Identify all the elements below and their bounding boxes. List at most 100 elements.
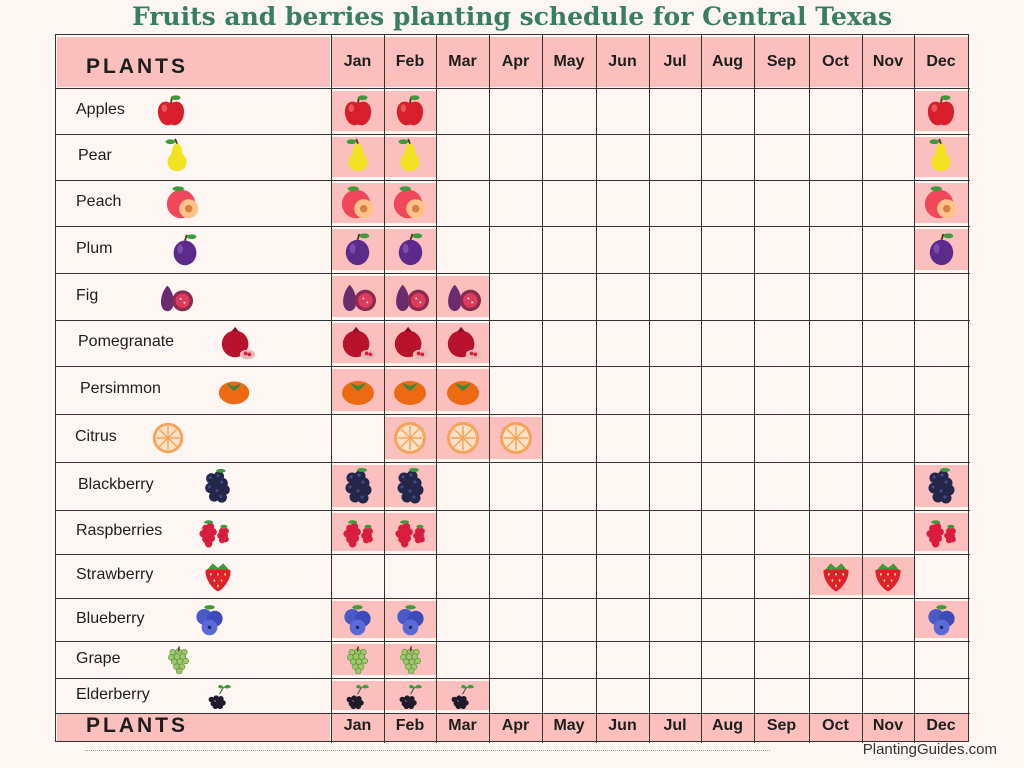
strawberry-icon (200, 558, 236, 599)
month-header-feb: Feb (395, 53, 425, 70)
plant-name-raspberries: Raspberries (76, 522, 163, 539)
row-divider (56, 273, 970, 274)
column-divider (809, 35, 810, 743)
persimmon-icon (443, 370, 483, 415)
apple-icon (152, 92, 190, 135)
row-divider (56, 598, 970, 599)
month-header-nov: Nov (872, 53, 904, 70)
row-divider (56, 320, 970, 321)
month-header-jun: Jun (608, 53, 637, 70)
column-divider (542, 35, 543, 743)
peach-icon (922, 184, 960, 227)
apple-icon (391, 92, 429, 135)
month-footer-jun: Jun (608, 717, 637, 734)
blackberry-icon (921, 466, 961, 511)
plant-row (56, 641, 970, 678)
citrus-icon (149, 419, 187, 462)
elderberry-icon (206, 682, 233, 714)
row-divider (56, 134, 970, 135)
pear-icon (391, 138, 429, 181)
planting-schedule-table: PLANTS PLANTS Jan Jan Feb Feb Mar Mar Apr Apr Ma… (55, 34, 970, 743)
month-footer-apr: Apr (501, 717, 530, 734)
blueberry-icon (393, 602, 428, 642)
month-header-aug: Aug (711, 53, 744, 70)
plant-row (56, 510, 970, 554)
header-plants-label: PLANTS (86, 55, 188, 78)
persimmon-icon (338, 370, 378, 415)
month-footer-jul: Jul (663, 717, 687, 734)
month-header-jan: Jan (343, 53, 372, 70)
raspberry-icon (923, 514, 959, 555)
month-footer-dec: Dec (926, 717, 956, 734)
plum-icon (391, 230, 430, 274)
plant-name-elderberry: Elderberry (76, 685, 150, 703)
strawberry-icon (870, 558, 906, 599)
plum-icon (166, 231, 204, 274)
blackberry-icon (338, 466, 378, 511)
month-footer-sep: Sep (766, 717, 797, 734)
raspberry-icon (340, 514, 376, 555)
row-divider (56, 88, 970, 89)
raspberry-icon (196, 514, 232, 555)
plant-name-persimmon: Persimmon (80, 380, 161, 397)
month-footer-mar: Mar (448, 717, 477, 734)
plant-name-plum: Plum (76, 239, 113, 257)
elderberry-icon (449, 682, 476, 714)
plant-name-blackberry: Blackberry (78, 476, 154, 493)
column-divider (649, 35, 650, 743)
row-divider (56, 226, 970, 227)
column-divider (914, 35, 915, 743)
month-footer-jan: Jan (343, 717, 372, 734)
plant-name-pomegranate: Pomegranate (78, 333, 175, 350)
fig-icon (391, 277, 430, 321)
plant-row (56, 320, 970, 366)
month-footer-oct: Oct (822, 717, 849, 734)
elderberry-icon (344, 682, 371, 714)
blackberry-icon (198, 467, 236, 510)
grape-icon (396, 645, 425, 679)
grape-icon (164, 645, 193, 679)
peach-icon (339, 184, 377, 227)
plant-name-citrus: Citrus (75, 428, 117, 445)
column-divider (384, 35, 385, 743)
footer-band (57, 713, 330, 741)
month-header-jul: Jul (663, 53, 687, 70)
pear-icon (339, 138, 377, 181)
plant-row (56, 88, 970, 134)
persimmon-icon (215, 371, 253, 414)
row-divider (56, 510, 970, 511)
peach-icon (391, 184, 429, 227)
grape-icon (343, 645, 372, 679)
plant-name-strawberry: Strawberry (76, 566, 154, 583)
column-divider (489, 35, 490, 743)
pear-icon (158, 138, 196, 181)
plant-name-fig: Fig (76, 286, 99, 304)
pomegranate-icon (218, 324, 256, 367)
row-divider (56, 641, 970, 642)
plant-row (56, 678, 970, 713)
blueberry-icon (340, 602, 375, 642)
page-title: Fruits and berries planting schedule for… (131, 2, 893, 31)
plant-name-blueberry: Blueberry (76, 609, 145, 627)
citrus-icon (496, 418, 536, 463)
plant-row (56, 462, 970, 510)
row-divider (56, 180, 970, 181)
pomegranate-icon (444, 324, 482, 367)
citrus-icon (390, 418, 430, 463)
row-divider (56, 462, 970, 463)
plum-icon (338, 230, 377, 274)
row-divider (56, 414, 970, 415)
month-footer-feb: Feb (395, 717, 425, 734)
footer-divider (85, 750, 770, 751)
persimmon-icon (390, 370, 430, 415)
column-divider (331, 35, 332, 743)
plant-row (56, 366, 970, 414)
column-divider (436, 35, 437, 743)
month-footer-nov: Nov (872, 717, 904, 734)
blackberry-icon (390, 466, 430, 511)
apple-icon (922, 92, 960, 135)
apple-icon (339, 92, 377, 135)
plant-name-grape: Grape (76, 649, 121, 667)
row-divider (56, 713, 970, 714)
month-header-oct: Oct (822, 53, 849, 70)
